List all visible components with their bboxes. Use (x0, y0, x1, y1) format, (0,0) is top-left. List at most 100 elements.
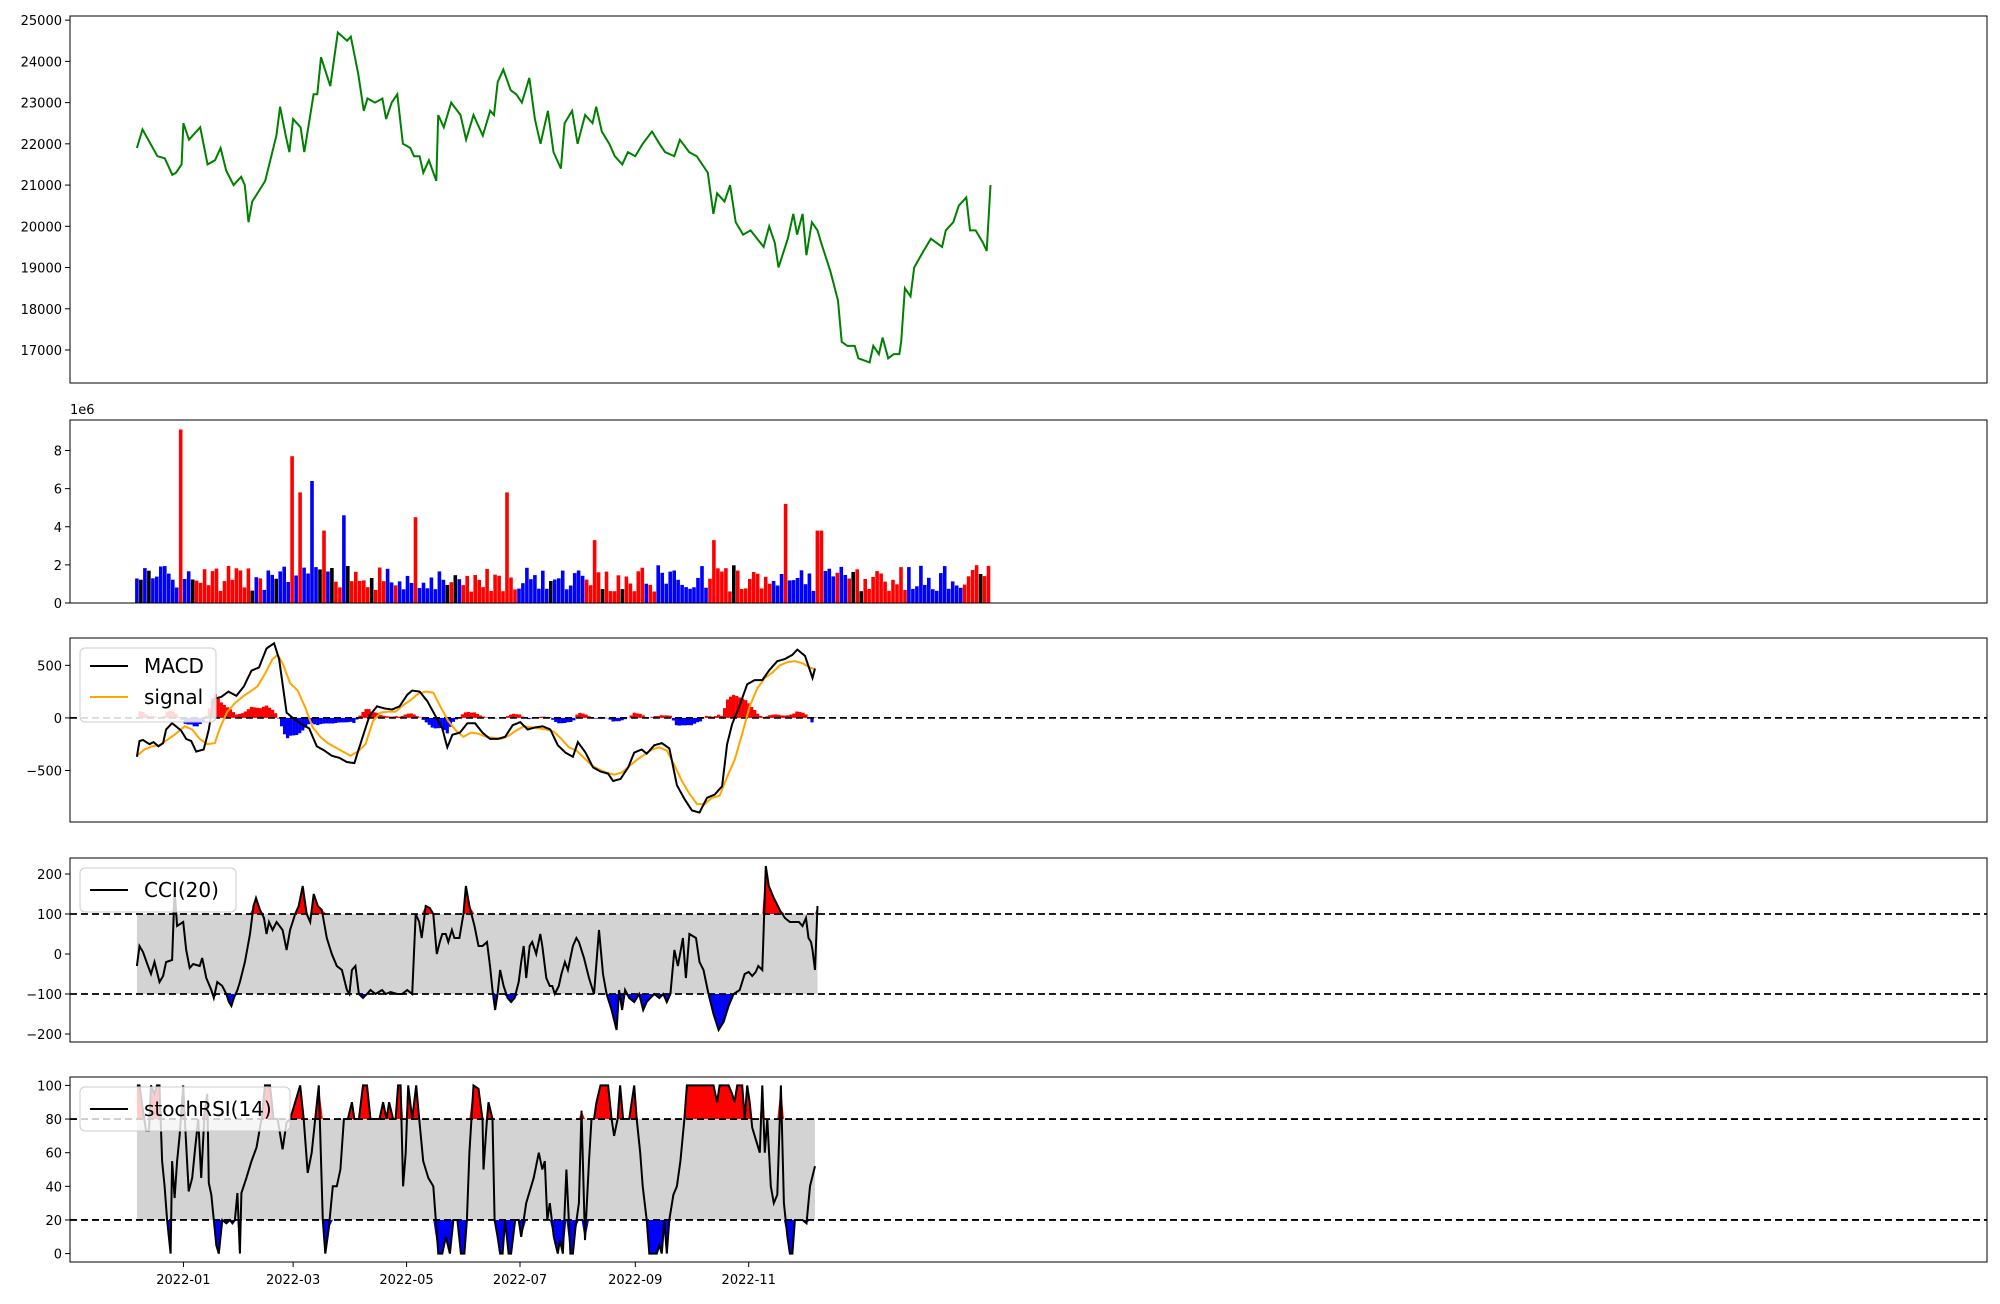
macd-histogram-bar (247, 709, 250, 718)
volume-bar (871, 577, 875, 603)
volume-bar (430, 578, 434, 604)
macd-histogram-bar (259, 708, 262, 718)
volume-bar (716, 568, 720, 603)
x-tick-label: 2022-01 (156, 1273, 210, 1288)
y-tick-label: 500 (37, 659, 62, 674)
volume-bar (569, 586, 573, 604)
y-tick-label: 4 (54, 521, 62, 536)
y-tick-label: 24000 (21, 55, 62, 70)
volume-bar (855, 569, 859, 603)
volume-bar (465, 576, 469, 603)
macd-histogram-bar (262, 707, 265, 718)
macd-histogram-bar (539, 717, 542, 718)
volume-bar (573, 573, 577, 603)
y-tick-label: 21000 (21, 179, 62, 194)
macd-panel-frame (70, 638, 1987, 822)
volume-bar (911, 589, 915, 603)
macd-histogram-bar (268, 708, 271, 718)
volume-bar (553, 580, 557, 604)
volume-bar (215, 569, 219, 603)
macd-histogram-bar (732, 695, 735, 718)
macd-histogram-bar (672, 718, 675, 721)
macd-histogram-bar (419, 717, 422, 718)
macd-histogram-bar (407, 714, 410, 718)
volume-bar (235, 568, 239, 603)
volume-bar (382, 581, 386, 603)
macd-histogram-bar (452, 718, 455, 722)
volume-bar (593, 540, 597, 603)
volume-bar (879, 574, 883, 604)
signal-line (137, 655, 815, 804)
volume-bar (239, 570, 243, 603)
x-tick-label: 2022-11 (722, 1273, 776, 1288)
volume-bar (147, 571, 151, 603)
volume-bar (259, 578, 263, 603)
volume-bar (903, 590, 907, 603)
volume-bar (947, 589, 951, 603)
volume-bar (211, 571, 215, 603)
macd-histogram-bar (431, 718, 434, 728)
volume-bar (565, 589, 569, 603)
volume-bar (680, 585, 684, 603)
volume-bar (959, 588, 963, 603)
volume-bar (227, 566, 231, 603)
volume-bar (274, 579, 278, 603)
y-tick-label: 18000 (21, 303, 62, 318)
macd-histogram-bar (687, 718, 690, 725)
macd-histogram-bar (705, 716, 708, 718)
volume-bar (696, 578, 700, 603)
volume-bar (605, 572, 609, 603)
volume-bar (175, 588, 179, 604)
volume-bar (322, 531, 326, 603)
macd-histogram-bar (217, 699, 220, 718)
volume-bar (223, 581, 227, 603)
volume-bar (402, 589, 406, 603)
y-tick-label: 2 (54, 559, 62, 574)
macd-histogram-bar (572, 718, 575, 720)
volume-bar (859, 591, 863, 603)
volume-bar (744, 588, 748, 603)
volume-bar (414, 517, 418, 603)
macd-histogram-bar (684, 718, 687, 725)
volume-bar (135, 579, 139, 604)
macd-histogram-bar (485, 717, 488, 718)
volume-bar (581, 576, 585, 603)
volume-bar (398, 581, 402, 603)
macd-histogram-bar (244, 712, 247, 718)
volume-bar (446, 585, 450, 603)
macd-histogram-bar (428, 718, 431, 725)
volume-bar (867, 589, 871, 603)
volume-bar (187, 571, 191, 603)
macd-histogram-bar (319, 718, 322, 724)
volume-bar (875, 571, 879, 603)
macd-histogram-bar (289, 718, 292, 736)
volume-bar (450, 582, 454, 603)
volume-bar (740, 589, 744, 603)
volume-bar (792, 580, 796, 603)
volume-bar (310, 481, 314, 603)
volume-bar (294, 576, 298, 604)
volume-bar (939, 573, 943, 603)
volume-bar (816, 531, 820, 603)
y-tick-label: 0 (54, 948, 62, 963)
volume-bar (887, 591, 891, 603)
volume-bar (832, 576, 836, 603)
volume-bar (509, 578, 513, 604)
volume-bar (692, 587, 696, 603)
macd-histogram-bar (753, 710, 756, 718)
volume-bar (346, 566, 350, 603)
y-tick-label: 17000 (21, 344, 62, 359)
volume-bar (927, 578, 931, 603)
volume-bar (330, 568, 334, 603)
volume-bar (664, 584, 668, 603)
y-tick-label: 19000 (21, 262, 62, 277)
volume-bar (370, 578, 374, 603)
indicator-legend-label: CCI(20) (144, 878, 219, 902)
volume-bar (756, 574, 760, 603)
volume-bar (139, 580, 143, 603)
volume-bar (505, 492, 509, 603)
volume-bar (589, 585, 593, 603)
volume-bar (899, 567, 903, 603)
volume-bar (844, 575, 848, 603)
volume-bar (883, 582, 887, 603)
